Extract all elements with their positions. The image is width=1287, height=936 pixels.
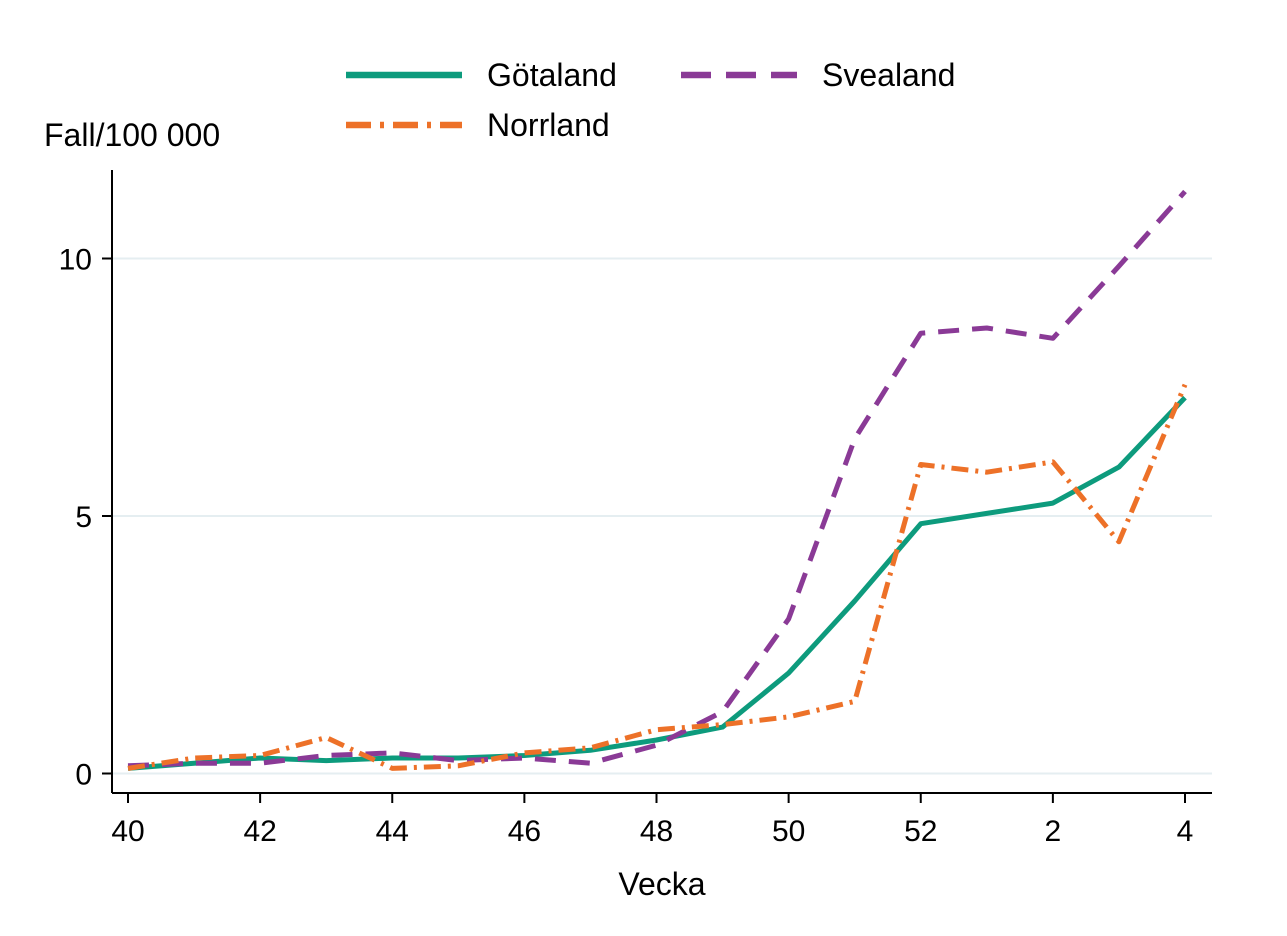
- x-tick-label: 46: [508, 815, 541, 848]
- x-tick-label: 52: [904, 815, 937, 848]
- x-tick-label: 50: [772, 815, 805, 848]
- y-tick-label: 5: [75, 501, 92, 534]
- y-axis-title: Fall/100 000: [44, 117, 221, 153]
- x-tick-label: 44: [376, 815, 409, 848]
- x-axis-title: Vecka: [618, 866, 706, 902]
- y-tick-label: 10: [59, 244, 92, 277]
- norrland-line-swatch: [346, 121, 462, 129]
- series-line-gtaland: [127, 395, 1187, 771]
- svealand-line-swatch: [681, 71, 797, 79]
- x-tick-label: 48: [640, 815, 673, 848]
- legend-label-norrland: Norrland: [487, 106, 610, 143]
- gotaland-line-swatch: [346, 71, 462, 79]
- series-line-norrland: [127, 383, 1188, 771]
- legend-label-svealand: Svealand: [822, 56, 956, 93]
- legend: Götaland Svealand Norrland: [345, 52, 955, 148]
- legend-label-gotaland: Götaland: [487, 56, 617, 93]
- x-tick-label: 42: [243, 815, 276, 848]
- y-tick-label: 0: [75, 759, 92, 792]
- legend-item-svealand: Svealand: [680, 52, 955, 98]
- x-tick-label: 4: [1177, 815, 1194, 848]
- legend-item-gotaland: Götaland: [345, 52, 680, 98]
- x-tick-label: 40: [111, 815, 144, 848]
- legend-item-norrland: Norrland: [345, 102, 680, 148]
- series-line-svealand: [127, 189, 1187, 769]
- x-tick-label: 2: [1045, 815, 1062, 848]
